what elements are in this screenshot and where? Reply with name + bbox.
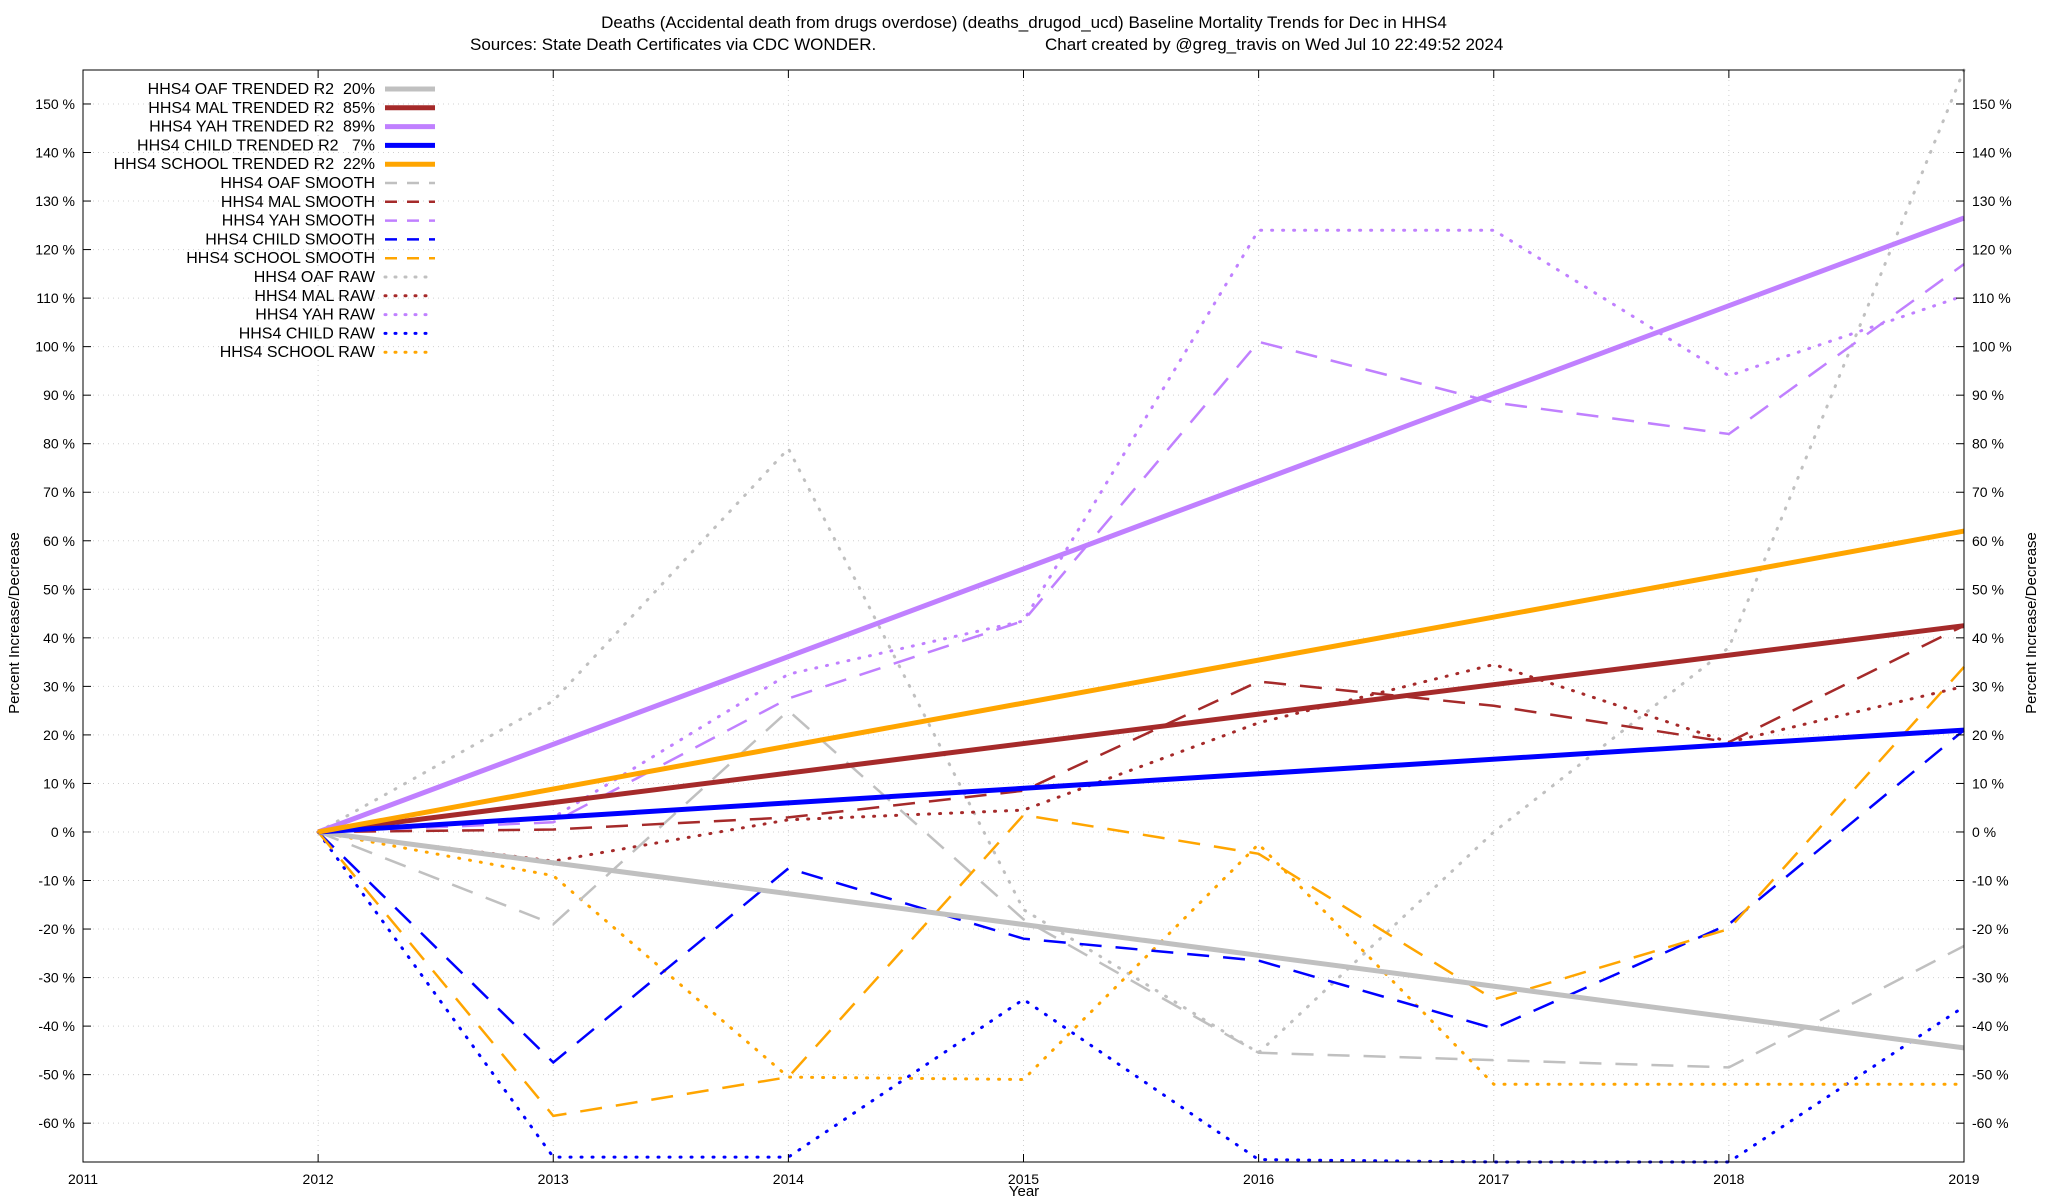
y-tick-label-right: 140 %	[1972, 145, 2012, 161]
x-tick-label: 2018	[1713, 1171, 1744, 1187]
y-tick-label-right: 0 %	[1972, 824, 1996, 840]
legend-entry-label: HHS4 YAH TRENDED R2 89%	[149, 119, 375, 136]
legend-entry-label: HHS4 YAH RAW	[255, 307, 376, 324]
legend: HHS4 OAF TRENDED R2 20% HHS4 MAL TRENDED …	[114, 81, 437, 361]
y-tick-label-right: 80 %	[1972, 436, 2004, 452]
legend-entry-label: HHS4 SCHOOL RAW	[220, 344, 376, 361]
y-tick-label: 130 %	[35, 193, 75, 209]
y-tick-label-right: 60 %	[1972, 533, 2004, 549]
y-tick-label-right: -40 %	[1972, 1018, 2009, 1034]
y-tick-label-right: 130 %	[1972, 193, 2012, 209]
plot-series	[316, 68, 1966, 1164]
y-tick-label: 120 %	[35, 242, 75, 258]
x-tick-label: 2015	[1008, 1171, 1039, 1187]
x-tick-label: 2012	[303, 1171, 334, 1187]
legend-entry-label: HHS4 OAF SMOOTH	[220, 175, 375, 192]
y-tick-label-right: 50 %	[1972, 581, 2004, 597]
y-tick-label: -10 %	[38, 873, 75, 889]
series-line-hhs4-yah-raw	[316, 228, 1966, 834]
y-tick-label: -60 %	[38, 1115, 75, 1131]
x-tick-label: 2013	[538, 1171, 569, 1187]
y-tick-label-right: 100 %	[1972, 339, 2012, 355]
y-tick-label: 110 %	[36, 290, 75, 306]
y-tick-label-right: 90 %	[1972, 387, 2004, 403]
legend-entry-label: HHS4 SCHOOL TRENDED R2 22%	[114, 156, 375, 173]
chart-subtitle-source: Sources: State Death Certificates via CD…	[470, 35, 876, 54]
y-tick-label-right: -60 %	[1972, 1115, 2009, 1131]
y-tick-label-right: -30 %	[1972, 970, 2009, 986]
y-tick-label: -30 %	[38, 970, 75, 986]
legend-entry-label: HHS4 OAF TRENDED R2 20%	[148, 81, 375, 98]
x-tick-label: 2011	[68, 1171, 98, 1187]
y-tick-label-right: -20 %	[1972, 921, 2009, 937]
series-line-hhs4-mal-trended	[317, 623, 1965, 835]
y-tick-label-right: -10 %	[1972, 873, 2009, 889]
legend-entry-label: HHS4 MAL RAW	[254, 288, 376, 305]
y-tick-label: -40 %	[38, 1018, 75, 1034]
y-tick-label: 0 %	[51, 824, 75, 840]
x-axis-label: Year	[1009, 1183, 1039, 1200]
y-tick-label: 60 %	[43, 533, 75, 549]
y-tick-label: 10 %	[43, 775, 75, 791]
y-tick-label: 100 %	[35, 339, 75, 355]
legend-entry-label: HHS4 YAH SMOOTH	[222, 213, 375, 230]
axis-ticks: 2011 2012 2013 2014 2015 2016 2017 2018 2019 150 …	[35, 70, 2012, 1187]
legend-entry-label: HHS4 CHILD RAW	[239, 325, 376, 342]
legend-entry-label: HHS4 OAF RAW	[254, 269, 376, 286]
y-tick-label-right: 20 %	[1972, 727, 2004, 743]
y-axis-label-left: Percent Increase/Decrease	[6, 532, 23, 714]
x-tick-label: 2017	[1478, 1171, 1509, 1187]
y-tick-label-right: -50 %	[1972, 1067, 2009, 1083]
y-tick-label: 30 %	[43, 678, 75, 694]
series-line-hhs4-child-raw	[316, 830, 1966, 1164]
legend-entry-label: HHS4 CHILD SMOOTH	[205, 231, 375, 248]
x-tick-label: 2019	[1948, 1171, 1979, 1187]
series-line-hhs4-oaf-trended	[317, 829, 1965, 1051]
y-tick-label: 20 %	[43, 727, 75, 743]
y-tick-label: 140 %	[35, 145, 75, 161]
y-tick-label-right: 150 %	[1972, 96, 2012, 112]
series-line-hhs4-child-trended	[317, 727, 1965, 835]
y-tick-label: 50 %	[43, 581, 75, 597]
y-tick-label-right: 30 %	[1972, 678, 2004, 694]
series-line-hhs4-oaf-smooth	[317, 708, 1965, 1069]
grid	[82, 70, 1965, 1162]
legend-entry-label: HHS4 MAL TRENDED R2 85%	[148, 100, 375, 117]
series-line-hhs4-oaf-raw	[316, 68, 1966, 1055]
y-tick-label-right: 70 %	[1972, 484, 2004, 500]
y-tick-label-right: 110 %	[1972, 290, 2011, 306]
y-tick-label: 90 %	[43, 387, 75, 403]
x-tick-label: 2014	[773, 1171, 804, 1187]
y-tick-label-right: 40 %	[1972, 630, 2004, 646]
y-tick-label-right: 10 %	[1972, 775, 2004, 791]
series-line-hhs4-school-smooth	[317, 666, 1965, 1118]
series-line-hhs4-mal-raw	[316, 662, 1966, 863]
chart-title: Deaths (Accidental death from drugs over…	[601, 13, 1447, 32]
y-tick-label: 80 %	[43, 436, 75, 452]
y-tick-label: -50 %	[38, 1067, 75, 1083]
legend-entry-label: HHS4 MAL SMOOTH	[221, 194, 375, 211]
series-line-hhs4-mal-smooth	[318, 624, 1965, 834]
series-line-hhs4-school-raw	[316, 830, 1966, 1086]
legend-entry-label: HHS4 CHILD TRENDED R2 7%	[137, 137, 375, 154]
chart-subtitle-credit: Chart created by @greg_travis on Wed Jul…	[1045, 35, 1503, 54]
y-tick-label: 150 %	[35, 96, 75, 112]
series-line-hhs4-school-trended	[317, 528, 1965, 835]
x-tick-label: 2016	[1243, 1171, 1274, 1187]
y-tick-label-right: 120 %	[1972, 242, 2012, 258]
y-tick-label: 70 %	[43, 484, 75, 500]
y-tick-label: -20 %	[38, 921, 75, 937]
series-line-hhs4-yah-trended	[317, 215, 1965, 835]
y-axis-label-right: Percent Increase/Decrease	[2023, 532, 2040, 714]
series-line-hhs4-yah-smooth	[318, 263, 1965, 834]
series-line-hhs4-child-smooth	[317, 729, 1965, 1065]
y-tick-label: 40 %	[43, 630, 75, 646]
legend-entry-label: HHS4 SCHOOL SMOOTH	[186, 250, 375, 267]
